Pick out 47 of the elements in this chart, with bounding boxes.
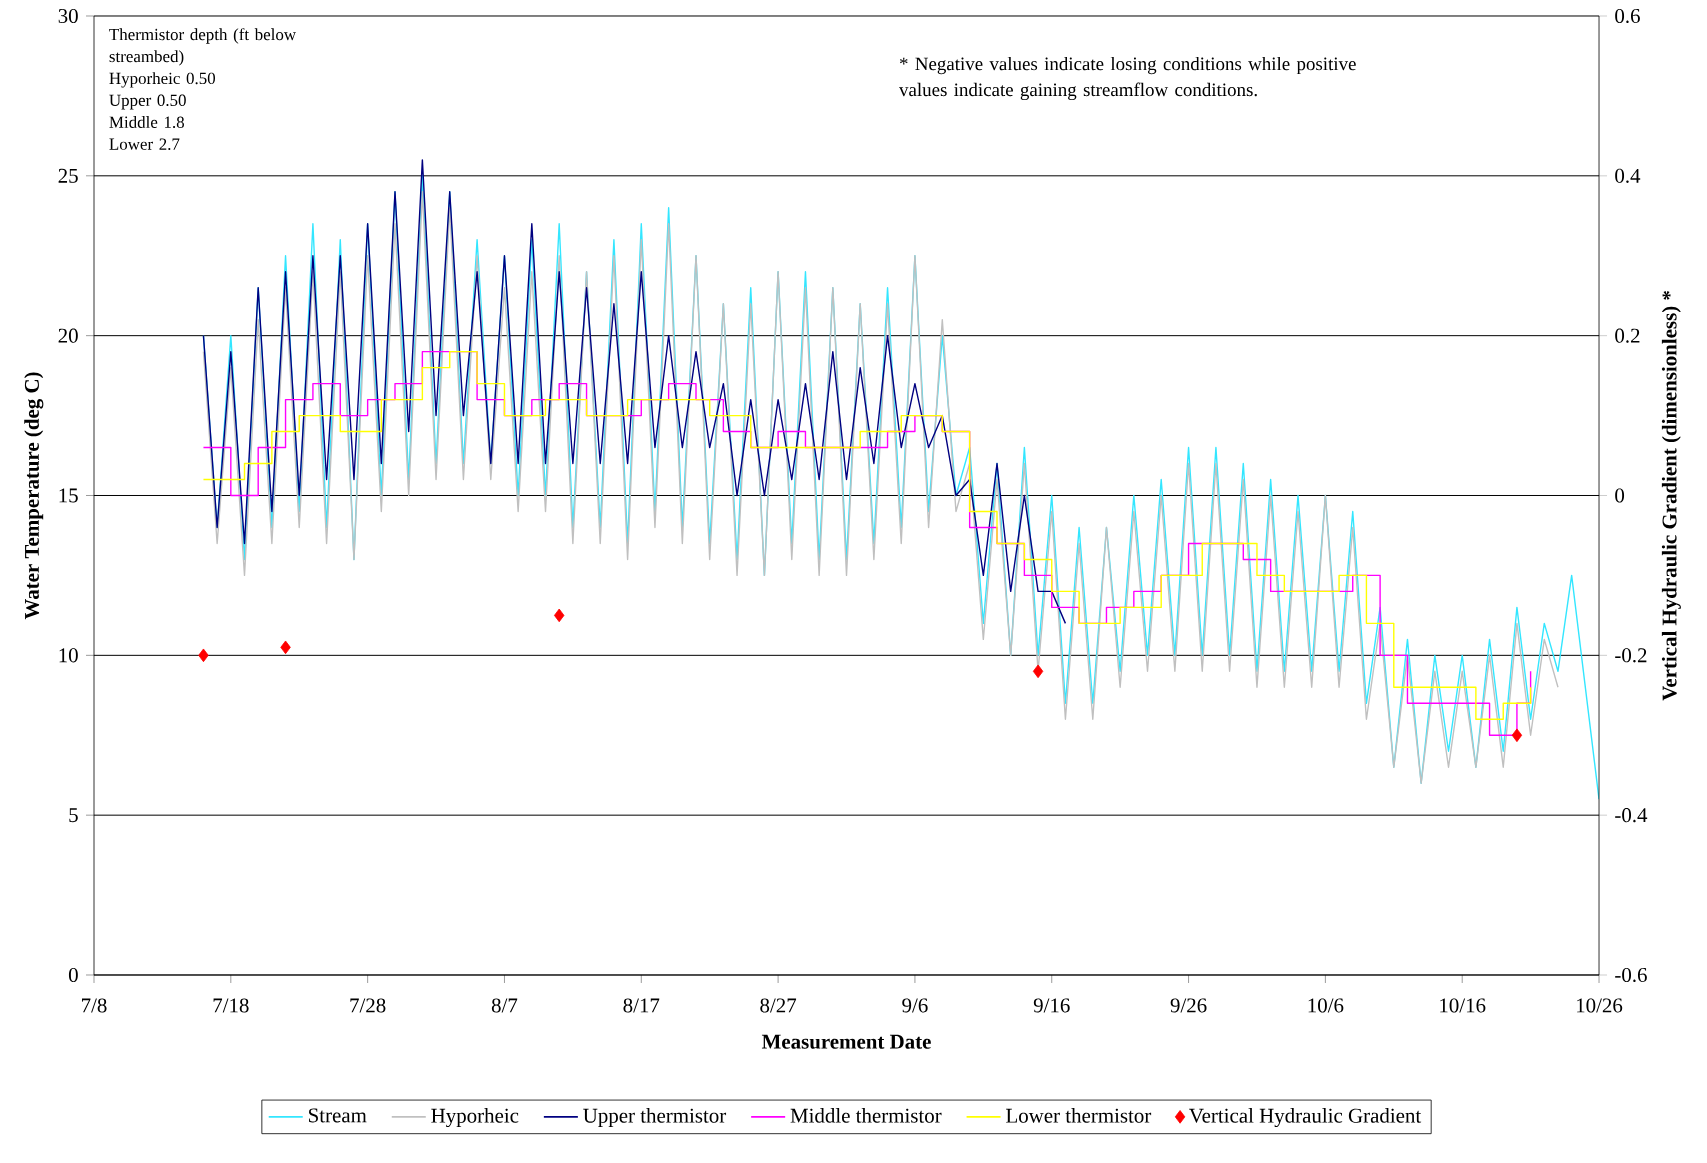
y2-tick-label: -0.2 <box>1615 648 1647 663</box>
point <box>1511 728 1523 743</box>
x-tick-label: 10/26 <box>1577 998 1623 1013</box>
y-tick-label: 20 <box>58 328 78 343</box>
legend-label: Upper thermistor <box>583 1108 727 1127</box>
x-tick-label: 8/17 <box>623 998 660 1013</box>
legend-label: Hyporheic <box>431 1108 519 1128</box>
line-series <box>202 159 1067 625</box>
point <box>198 648 209 663</box>
point <box>1032 664 1044 679</box>
annotation: Hyporheic 0.50 <box>109 72 216 88</box>
annotation: Middle 1.8 <box>109 116 184 129</box>
x-tick-label: 10/16 <box>1440 998 1486 1013</box>
y-tick-label: 10 <box>59 648 78 663</box>
annotation: Upper 0.50 <box>109 94 186 110</box>
x-tick-label: 7/18 <box>213 998 249 1013</box>
annotation: * Negative values indicate losing conditions while positive values indicate gaining streamflow conditions. <box>899 56 1356 101</box>
y2-tick-label: -0.6 <box>1615 967 1647 983</box>
legend-label: Middle thermistor <box>790 1108 942 1123</box>
x-tick-label: 7/8 <box>82 998 107 1013</box>
annotation: Lower 2.7 <box>109 138 180 150</box>
y-tick-label: 0 <box>68 967 78 983</box>
annotation: Thermistor depth (ft below streambed) <box>109 28 297 66</box>
y-tick-label: 30 <box>58 8 78 24</box>
x-tick-label: 10/6 <box>1308 998 1344 1013</box>
point <box>554 608 565 623</box>
y2-tick-label: 0.2 <box>1615 328 1640 343</box>
x-tick-label: 9/6 <box>902 998 928 1013</box>
x-tick-label: 8/27 <box>760 998 797 1013</box>
point <box>280 640 291 655</box>
x-tick-label: 7/28 <box>350 998 386 1013</box>
y-tick-label: 5 <box>69 808 78 823</box>
y2-axis-title: Vertical Hydraulic Gradient (dimensionless) * <box>1661 291 1681 701</box>
y2-tick-label: 0 <box>1615 488 1625 503</box>
y-tick-label: 15 <box>59 488 78 503</box>
x-axis-title: Measurement Date <box>761 1034 931 1049</box>
x-tick-label: 9/26 <box>1170 998 1207 1013</box>
x-tick-label: 8/7 <box>491 998 518 1013</box>
y-tick-label: 25 <box>58 168 78 183</box>
y2-tick-label: 0.4 <box>1615 168 1641 183</box>
y-axis-title: Water Temperature (deg C) <box>24 372 44 620</box>
y2-tick-label: 0.6 <box>1615 8 1640 24</box>
legend-label: Stream <box>309 1108 367 1123</box>
legend-label: Lower thermistor <box>1006 1108 1152 1123</box>
x-tick-label: 9/16 <box>1033 998 1070 1013</box>
legend-label: Vertical Hydraulic Gradient <box>1189 1108 1422 1128</box>
y2-tick-label: -0.4 <box>1615 808 1648 823</box>
